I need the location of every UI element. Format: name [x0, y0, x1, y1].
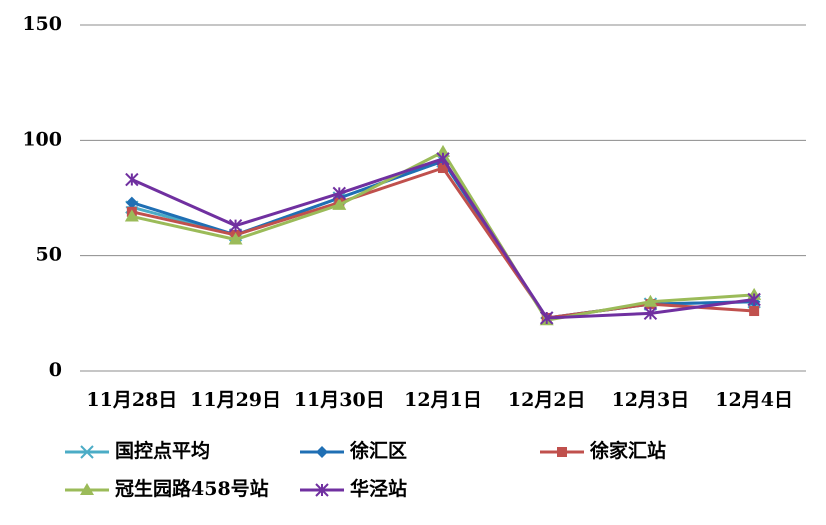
marker [124, 209, 139, 222]
marker [125, 172, 139, 187]
marker [228, 232, 243, 245]
legend-label: 冠生园路458号站 [115, 477, 269, 500]
legend-label: 徐家汇站 [589, 439, 666, 462]
legend-label: 国控点平均 [115, 439, 210, 462]
marker [436, 152, 450, 166]
x-tick-label: 11月29日 [190, 389, 281, 411]
legend-marker [80, 445, 94, 459]
x-tick-label: 12月3日 [612, 389, 690, 411]
series-line [131, 159, 755, 320]
marker [749, 306, 760, 317]
marker [228, 218, 243, 233]
legend-marker [557, 447, 567, 457]
marker [125, 196, 138, 209]
marker [643, 294, 658, 307]
y-tick-label: 150 [22, 13, 62, 35]
legend-marker [80, 483, 94, 495]
legend-marker [315, 483, 329, 497]
marker [643, 306, 658, 321]
marker [438, 163, 448, 174]
legend-marker [316, 446, 328, 458]
x-tick-label: 12月4日 [715, 389, 793, 411]
series-line [131, 159, 755, 320]
marker [332, 186, 346, 201]
marker [540, 311, 554, 325]
x-tick-label: 11月28日 [86, 389, 177, 411]
legend-label: 华泾站 [350, 477, 407, 500]
marker [747, 292, 761, 307]
x-tick-label: 11月30日 [294, 389, 385, 411]
x-tick-label: 12月1日 [404, 389, 482, 411]
x-tick-label: 12月2日 [508, 389, 586, 411]
y-tick-label: 100 [22, 128, 62, 150]
series-line [131, 166, 755, 320]
series-line [131, 149, 755, 322]
marker [332, 197, 347, 210]
marker [436, 144, 450, 157]
legend-label: 徐汇区 [349, 439, 407, 462]
y-tick-label: 50 [36, 244, 62, 266]
y-tick-label: 0 [49, 359, 62, 381]
